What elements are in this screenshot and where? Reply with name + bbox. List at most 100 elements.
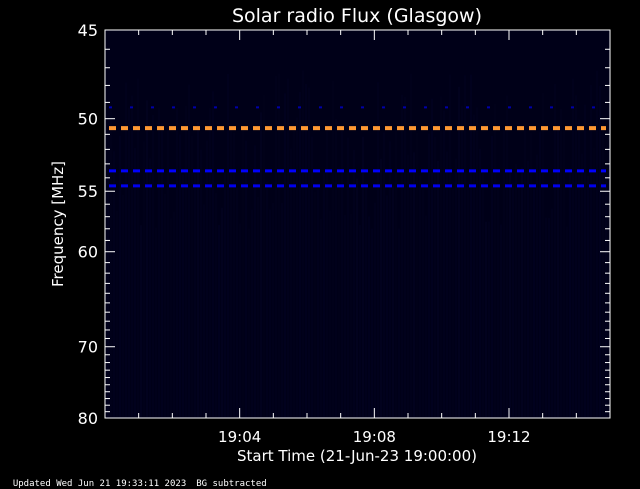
texture-streak [446,151,448,419]
texture-streak [203,204,205,418]
texture-streak [509,169,511,418]
texture-streak [383,132,385,418]
texture-streak [494,103,496,419]
texture-streak [377,82,379,418]
texture-streak [380,158,382,419]
texture-streak [482,170,484,418]
y-tick-label: 70 [78,338,98,357]
texture-streak [437,160,439,418]
texture-streak [536,154,538,419]
texture-streak [245,140,247,418]
texture-streak [218,224,220,418]
texture-streak [275,75,277,418]
texture-streak [572,78,574,418]
texture-streak [560,108,562,418]
texture-streak [539,131,541,418]
texture-streak [302,70,304,419]
texture-streak [578,119,580,418]
texture-streak [551,208,553,418]
texture-streak [284,93,286,418]
texture-streak [515,163,517,418]
texture-streak [140,225,142,418]
texture-streak [362,136,364,419]
texture-streak [524,123,526,418]
texture-streak [149,158,151,419]
texture-streak [290,148,292,419]
texture-streak [272,202,274,418]
texture-streak [329,210,331,418]
texture-streak [401,94,403,418]
texture-streak [353,149,355,418]
texture-streak [167,126,169,419]
texture-streak [287,78,289,419]
texture-streak [128,107,130,418]
texture-streak [518,183,520,418]
texture-streak [206,140,208,418]
texture-streak [581,153,583,419]
texture-streak [530,132,532,418]
texture-streak [200,149,202,419]
texture-streak [107,159,109,419]
texture-streak [311,136,313,418]
x-tick-label: 19:04 [218,428,261,446]
texture-streak [164,193,166,418]
texture-streak [239,223,241,418]
texture-streak [122,195,124,418]
texture-streak [404,96,406,418]
texture-streak [110,109,112,419]
texture-streak [137,78,139,418]
texture-streak [146,100,148,418]
texture-streak [431,98,433,419]
texture-streak [422,188,424,418]
texture-streak [293,126,295,418]
texture-streak [407,154,409,419]
texture-streak [443,110,445,418]
texture-streak [221,207,223,418]
texture-streak [158,107,160,419]
texture-streak [455,158,457,419]
texture-streak [521,167,523,418]
y-tick-label: 60 [78,243,98,262]
texture-streak [563,126,565,418]
texture-streak [587,175,589,418]
texture-streak [371,228,373,418]
texture-streak [215,192,217,418]
texture-streak [176,107,178,419]
texture-streak [365,182,367,418]
texture-streak [254,145,256,419]
updated-timestamp: Updated Wed Jun 21 19:33:11 2023 [12,479,187,489]
texture-streak [185,105,187,419]
texture-streak [278,73,280,419]
texture-streak [461,105,463,418]
texture-streak [512,183,514,418]
texture-streak [464,75,466,419]
texture-streak [236,187,238,418]
texture-streak [389,141,391,418]
texture-streak [458,86,460,418]
texture-streak [506,95,508,419]
texture-streak [485,221,487,418]
texture-streak [584,104,586,419]
texture-streak [296,117,298,418]
texture-streak [251,209,253,418]
texture-streak [473,114,475,418]
texture-streak [542,92,544,418]
texture-streak [134,147,136,418]
texture-streak [179,134,181,418]
texture-streak [374,202,376,418]
texture-streak [470,74,472,418]
texture-streak [419,175,421,418]
texture-streak [242,127,244,418]
texture-streak [248,228,250,418]
x-tick-label: 19:12 [487,428,530,446]
texture-streak [356,178,358,418]
texture-streak [416,132,418,419]
x-axis-label: Start Time (21-Jun-23 19:00:00) [237,447,477,465]
texture-streak [476,107,478,418]
texture-streak [440,96,442,418]
texture-streak [305,83,307,419]
texture-streak [425,215,427,418]
texture-streak [317,188,319,418]
chart-title: Solar radio Flux (Glasgow) [232,5,482,27]
texture-streak [260,112,262,418]
